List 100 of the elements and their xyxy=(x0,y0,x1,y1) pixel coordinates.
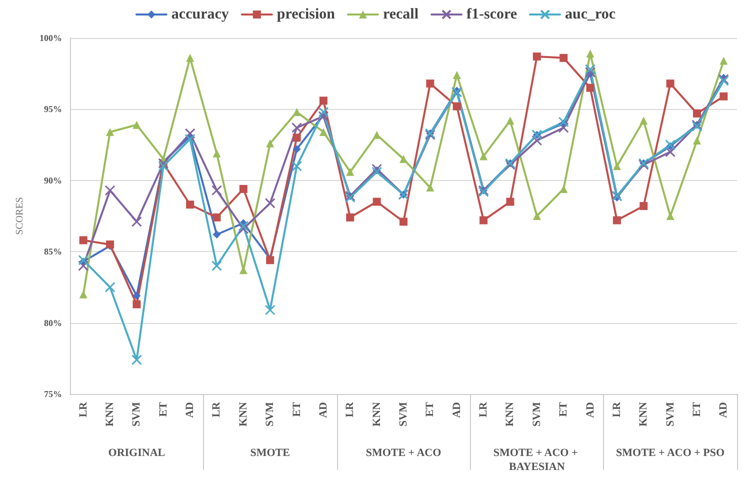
x-tick-label: ET xyxy=(290,401,303,417)
text: SMOTE xyxy=(250,447,290,459)
point xyxy=(132,120,141,129)
x-tick-label: LR xyxy=(344,400,356,418)
text: SMOTE + ACO + BAYESIAN xyxy=(493,447,580,473)
point xyxy=(532,135,542,146)
point xyxy=(264,304,276,316)
point xyxy=(640,202,648,210)
point xyxy=(292,122,302,133)
point xyxy=(692,109,701,118)
point xyxy=(372,198,381,206)
point xyxy=(346,213,354,222)
point xyxy=(346,168,354,176)
point xyxy=(666,212,674,220)
x-tick-label: LR xyxy=(478,400,490,418)
point xyxy=(612,216,621,224)
point xyxy=(264,198,276,208)
point xyxy=(480,216,488,224)
point xyxy=(184,128,196,139)
point xyxy=(612,162,621,170)
point xyxy=(506,198,514,206)
point xyxy=(211,185,222,196)
point xyxy=(400,218,408,226)
point xyxy=(400,155,408,164)
x-tick-label: SVM xyxy=(530,401,543,426)
point xyxy=(132,292,141,300)
point xyxy=(318,106,329,118)
point xyxy=(319,128,328,136)
point xyxy=(586,50,594,58)
point xyxy=(266,139,274,148)
point xyxy=(131,216,142,227)
x-tick-label: AD xyxy=(718,402,730,418)
x-tick-label: KNN xyxy=(370,402,383,426)
point xyxy=(78,254,89,266)
point xyxy=(186,54,194,62)
point xyxy=(211,260,222,272)
x-tick-label: AD xyxy=(450,402,463,418)
point xyxy=(720,92,728,100)
x-tick-label: AD xyxy=(184,402,196,418)
point xyxy=(238,224,249,234)
point xyxy=(292,160,302,172)
x-tick-label: ET xyxy=(690,401,703,417)
point xyxy=(426,80,434,88)
point xyxy=(79,290,88,298)
y-tick-label: 95% xyxy=(44,104,62,114)
point xyxy=(640,116,648,125)
point xyxy=(506,116,514,125)
x-tick-label: ET xyxy=(558,401,570,417)
point xyxy=(452,71,461,80)
legend-label: precision xyxy=(276,6,336,22)
y-tick-label: 100% xyxy=(40,33,62,43)
point xyxy=(586,84,594,92)
point xyxy=(292,134,301,142)
point xyxy=(104,185,116,196)
point xyxy=(560,184,568,193)
y-tick-label: 90% xyxy=(44,175,62,186)
x-tick-label: SVM xyxy=(264,401,276,426)
point xyxy=(585,64,596,75)
point xyxy=(292,145,301,154)
point xyxy=(106,128,114,136)
x-tick-label: AD xyxy=(317,402,330,418)
point xyxy=(665,140,676,150)
point xyxy=(318,111,329,122)
point xyxy=(132,300,141,308)
x-tick-label: SVM xyxy=(130,401,143,426)
x-tick-label: SVM xyxy=(398,401,410,426)
text: SMOTE + ACO xyxy=(366,447,442,459)
point xyxy=(558,122,569,133)
point xyxy=(184,134,196,144)
point xyxy=(372,130,381,139)
point xyxy=(292,108,301,116)
point xyxy=(372,166,382,178)
point xyxy=(558,116,569,128)
y-tick-label: 85% xyxy=(44,246,62,257)
text: SMOTE + ACO + PSO xyxy=(616,447,725,459)
x-tick-label: AD xyxy=(584,402,596,418)
point xyxy=(212,230,221,239)
x-tick-label: KNN xyxy=(638,402,650,426)
point xyxy=(158,160,169,172)
point xyxy=(585,66,596,78)
point xyxy=(186,200,194,209)
point xyxy=(692,136,701,145)
point xyxy=(104,282,116,292)
point xyxy=(319,96,328,105)
y-tick-label: 80% xyxy=(44,318,62,328)
legend-label: recall xyxy=(382,6,419,22)
point xyxy=(212,149,221,158)
x-tick-label: LR xyxy=(610,400,623,418)
x-tick-label: SVM xyxy=(664,401,676,426)
point xyxy=(239,184,248,193)
point xyxy=(212,213,221,222)
legend-label: accuracy xyxy=(171,6,230,22)
point xyxy=(79,236,88,244)
point xyxy=(532,212,541,220)
point xyxy=(452,102,461,110)
text: ORIGINAL xyxy=(108,447,166,459)
legend-label: auc_roc xyxy=(565,6,616,22)
y-axis-title: SCORES xyxy=(14,197,26,235)
point xyxy=(238,220,249,232)
point xyxy=(532,52,541,61)
